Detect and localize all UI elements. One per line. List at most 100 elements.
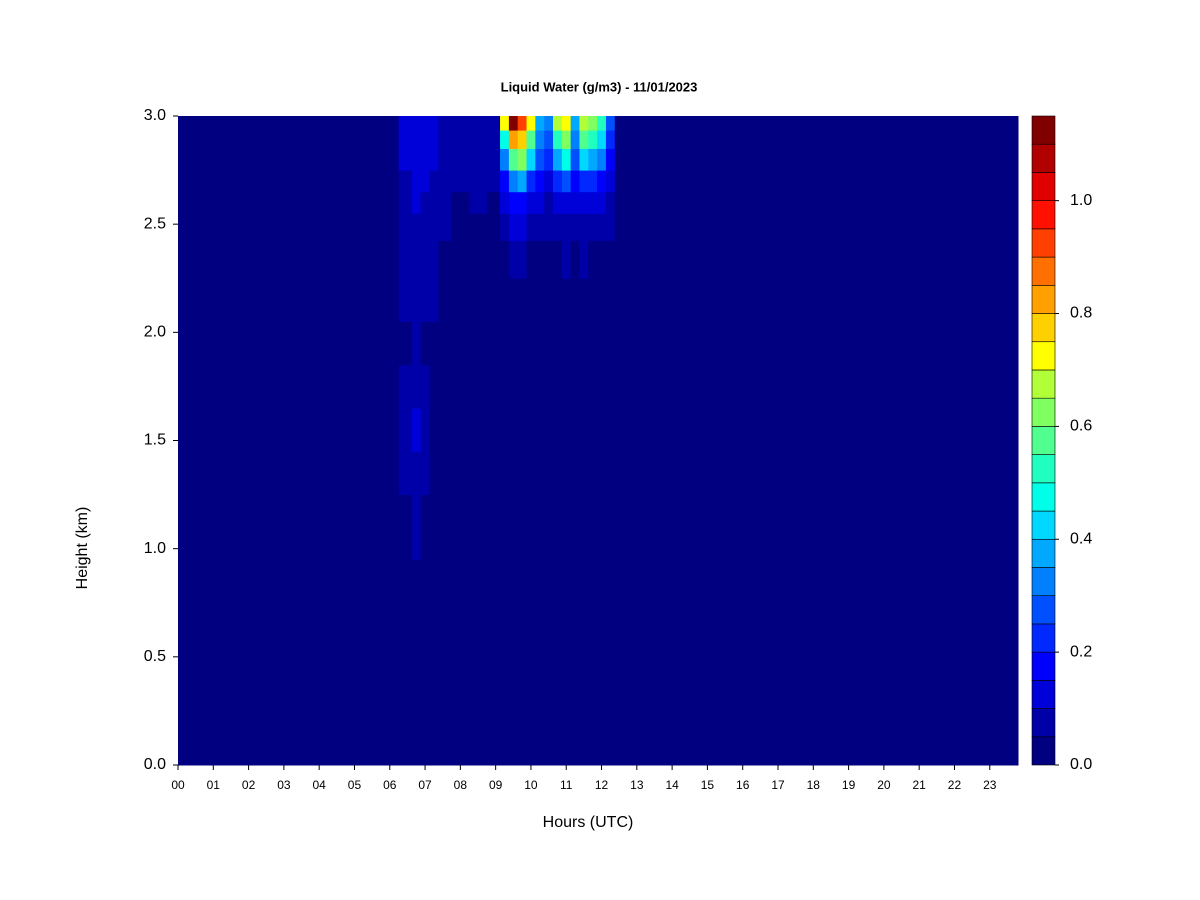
heat-cell [178,451,232,496]
heat-cell [628,451,726,496]
colorbar-swatch [1031,369,1056,399]
heat-cell [561,148,572,171]
heat-cell [628,321,726,366]
heat-cell [725,321,917,366]
heat-cell [579,408,589,452]
heat-cell [725,130,917,149]
colorbar-tick-label: 0.4 [1070,530,1092,547]
heat-cell [438,170,453,193]
heat-cell [486,364,501,409]
heat-cell [230,170,338,193]
heat-cell [178,364,232,409]
heat-cell [588,116,598,131]
heat-cell [178,213,232,241]
heat-cell [429,364,439,409]
heat-cell [535,130,545,149]
heat-cell [725,364,917,409]
heat-cell [597,148,607,171]
heat-cell [420,240,430,279]
heat-cell [411,559,422,658]
x-tick-label: 10 [524,778,538,792]
heat-cell [597,240,607,279]
heat-cell [725,148,917,171]
heat-cell [230,494,338,560]
heat-cell [438,213,453,241]
heat-cell [597,130,607,149]
heat-cell [570,494,580,560]
heat-cell [605,364,616,409]
heat-cell [517,364,528,409]
heat-cell [915,321,1019,366]
heat-cell [178,494,232,560]
heat-cell [500,148,510,171]
heat-cell [725,656,917,766]
heat-cell [553,213,563,241]
x-tick-label: 16 [736,778,750,792]
heat-cell [535,148,545,171]
heat-cell [451,116,470,131]
heat-cell [230,148,338,171]
heat-cell [336,191,400,214]
colorbar-swatch [1031,567,1056,596]
heat-cell [508,191,519,214]
heat-cell [614,116,629,131]
heat-cell [486,213,501,241]
heat-cell [725,213,917,241]
heat-cell [915,191,1019,214]
heat-cell [517,213,528,241]
heat-cell [420,148,430,171]
heat-cell [535,240,545,279]
heat-cell [429,451,439,496]
heat-cell [614,494,629,560]
heat-cell [579,170,589,193]
y-tick-label: 2.0 [144,324,166,341]
heat-cell [561,191,572,214]
heat-cell [526,321,536,366]
heat-cell [579,130,589,149]
heat-cell [429,240,439,279]
heat-cell [544,116,554,131]
x-tick-label: 07 [418,778,432,792]
heat-cell [486,321,501,366]
heat-cell [429,191,439,214]
heat-cell [500,364,510,409]
heat-cell [230,321,338,366]
colorbar-tick-label: 0.2 [1070,643,1092,660]
heat-cell [398,213,413,241]
heat-cell [570,451,580,496]
heat-cell [605,240,616,279]
heat-cell [628,656,726,766]
heat-cell [588,451,598,496]
heat-cell [628,364,726,409]
heat-cell [451,148,470,171]
heat-cell [451,559,470,658]
heat-cell [398,408,413,452]
x-axis-label: Hours (UTC) [543,814,634,831]
heat-cell [605,408,616,452]
heat-cell [451,170,470,193]
colorbar-swatch [1031,510,1056,540]
heat-cell [451,240,470,279]
heat-cell [588,191,598,214]
heat-cell [500,116,510,131]
heat-cell [588,321,598,366]
heat-cell [628,240,726,279]
heat-cell [438,494,453,560]
heat-cell [469,494,488,560]
heat-cell [544,364,554,409]
heat-cell [508,278,519,323]
colorbar-swatch [1031,256,1056,286]
colorbar-swatch [1031,736,1056,766]
heat-cell [469,116,488,131]
heat-cell [230,130,338,149]
heat-cell [915,559,1019,658]
heat-cell [517,130,528,149]
heat-cell [336,408,400,452]
heat-cell [438,148,453,171]
heat-cell [597,494,607,560]
heat-cell [500,408,510,452]
heat-cell [614,364,629,409]
heat-cell [230,278,338,323]
colorbar-swatch [1031,313,1056,343]
